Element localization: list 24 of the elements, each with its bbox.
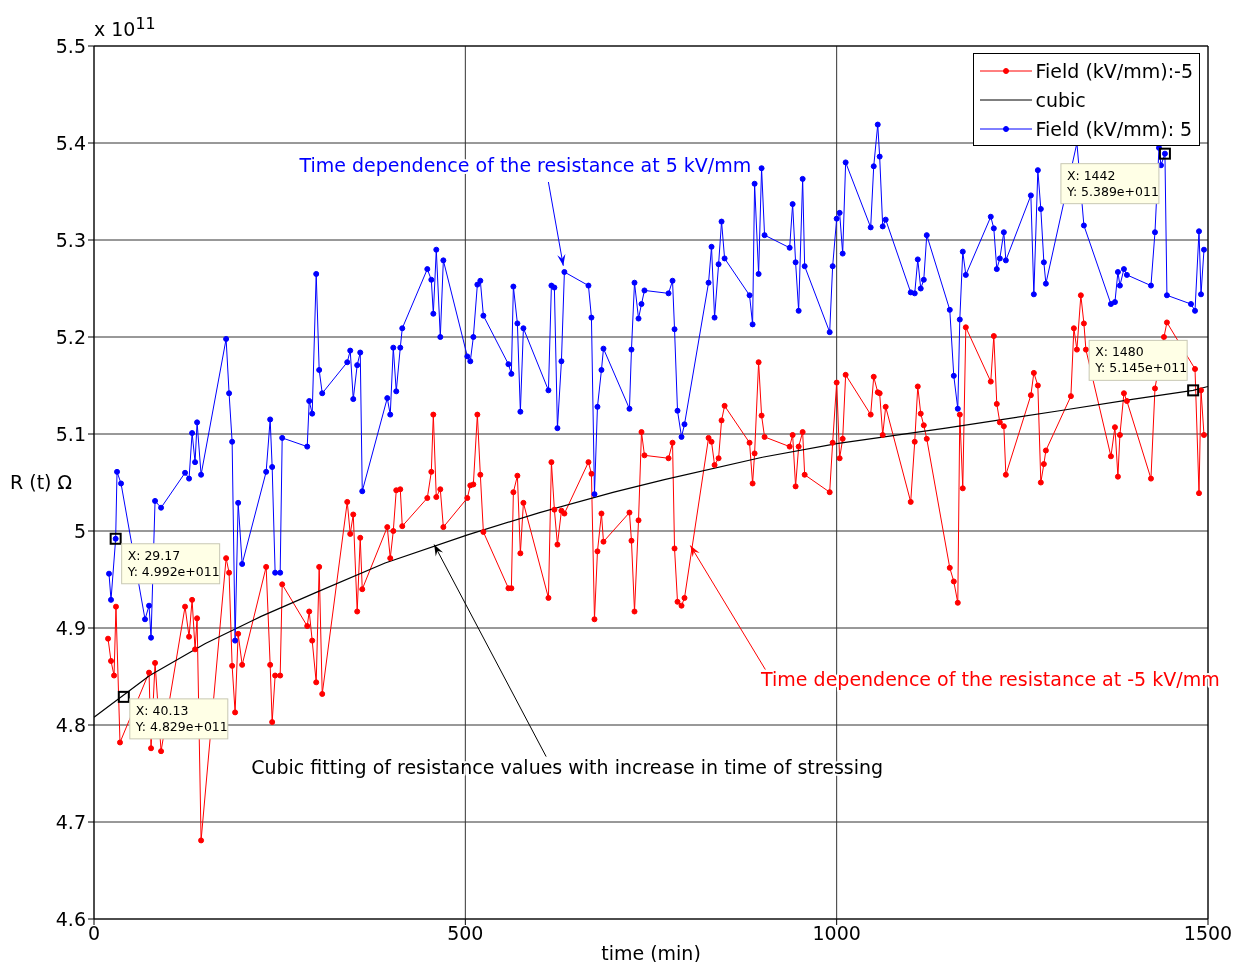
annotation: X: 29.17 Y: 4.992e+011 (126, 547, 220, 579)
x-tick-label: 1000 (812, 922, 861, 945)
y-tick-label: 5.4 (55, 131, 86, 154)
y-tick-label: 5 (73, 519, 86, 542)
y-tick-label: 4.7 (55, 810, 86, 833)
y-tick-label: 5.1 (55, 422, 86, 445)
x-tick-label: 0 (87, 922, 101, 945)
y-tick-label: 5.3 (55, 228, 86, 251)
y-tick-label: 4.9 (55, 616, 86, 639)
y-tick-label: 4.8 (55, 713, 86, 736)
y-tick-label: 5.2 (55, 325, 86, 348)
x-tick-label: 500 (447, 922, 484, 945)
legend-label: Field (kV/mm): 5 (1035, 117, 1193, 140)
annotation: X: 1442 Y: 5.389e+011 (1065, 167, 1159, 199)
legend-label: cubic (1035, 88, 1086, 111)
legend-label: Field (kV/mm):-5 (1035, 59, 1193, 82)
x-axis-title: time (min) (601, 942, 701, 963)
y-tick-label: 5.5 (55, 34, 86, 57)
annotation: X: 40.13 Y: 4.829e+011 (134, 702, 228, 734)
annotation: X: 1480 Y: 5.145e+011 (1094, 344, 1188, 376)
text: x 10$^{11}$ (94, 14, 156, 41)
y-tick-label: 4.6 (55, 907, 86, 930)
x-tick-label: 1500 (1183, 922, 1233, 945)
y-axis-title: R (t) Ω (10, 471, 73, 494)
